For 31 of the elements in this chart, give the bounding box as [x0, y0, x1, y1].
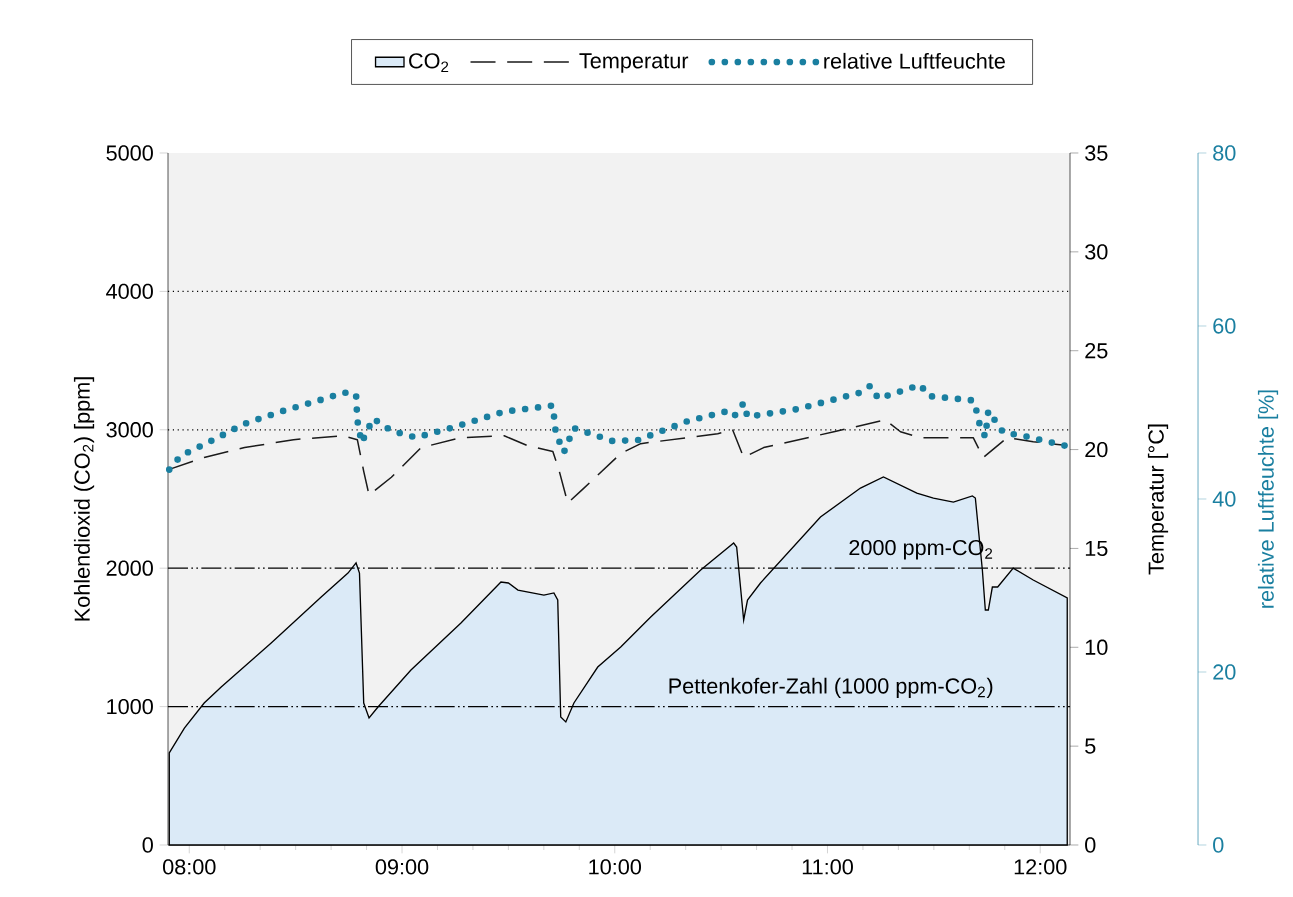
y2-tick-label: 10 — [1085, 639, 1108, 655]
legend-label: relative Luftfeuchte — [824, 52, 1005, 69]
y3-tick-label: 60 — [1213, 318, 1236, 334]
x-tick-label: 12:00 — [1014, 859, 1067, 875]
y2-axis-title: Temperatur [°C] — [1147, 424, 1169, 575]
y-tick-label: 0 — [142, 837, 153, 853]
y-tick-label: 3000 — [106, 422, 153, 438]
y-tick-label: 1000 — [107, 698, 153, 715]
y-tick-label: 2000 — [106, 560, 153, 576]
x-tick-label: 08:00 — [163, 859, 216, 875]
y2-tick-label: 20 — [1085, 441, 1108, 458]
legend-label: Temperatur — [579, 53, 689, 73]
y2-tick-label: 35 — [1085, 145, 1108, 161]
y3-tick-label: 40 — [1212, 491, 1236, 507]
legend-label: CO$_{2}$ — [409, 53, 449, 73]
y2-tick-label: 25 — [1085, 343, 1108, 359]
x-tick-label: 10:00 — [589, 859, 642, 875]
y-axis-title: Kohlendioxid (CO$_{2}$) [ppm] — [73, 377, 95, 621]
y2-tick-label: 15 — [1085, 540, 1108, 556]
y-tick-label: 5000 — [106, 145, 153, 161]
y2-tick-label: 5 — [1085, 738, 1096, 754]
y2-tick-label: 0 — [1085, 837, 1096, 853]
y3-tick-label: 20 — [1213, 664, 1236, 680]
x-tick-label: 09:00 — [375, 859, 429, 875]
y3-tick-label: 0 — [1213, 837, 1224, 853]
y3-tick-label: 80 — [1213, 145, 1236, 161]
y-tick-label: 4000 — [106, 283, 153, 300]
y3-axis-title: relative Luftfeuchte [%] — [1257, 390, 1279, 608]
ref-line-label: Pettenkofer-Zahl (1000 ppm-CO$_{2}$) — [669, 677, 993, 698]
x-tick-label: 11:00 — [802, 859, 853, 875]
y2-tick-label: 30 — [1085, 244, 1108, 260]
